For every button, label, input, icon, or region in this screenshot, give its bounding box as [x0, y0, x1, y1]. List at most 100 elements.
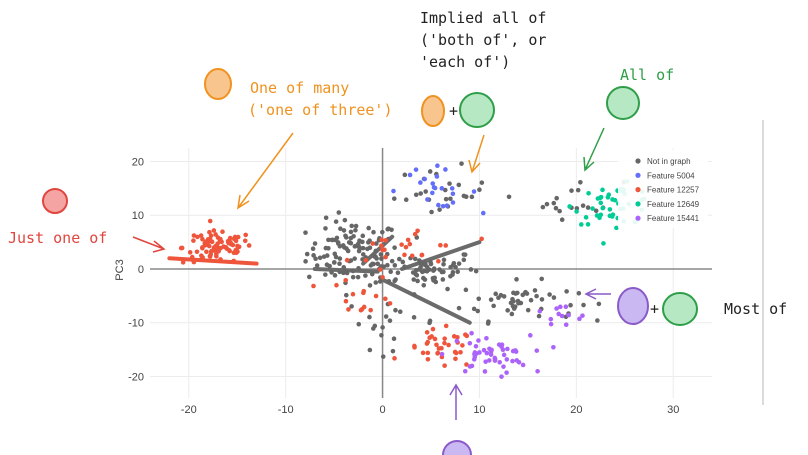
data-point	[439, 186, 445, 191]
data-point	[450, 269, 456, 275]
orange-arrow	[237, 132, 294, 210]
data-point	[231, 258, 237, 264]
data-point	[380, 275, 385, 280]
data-point	[563, 322, 569, 328]
data-point	[418, 191, 424, 196]
data-point	[610, 212, 616, 217]
data-point	[449, 186, 455, 191]
most-of-annotation: + Most of	[584, 287, 787, 326]
data-point	[489, 347, 494, 353]
data-point	[528, 333, 533, 338]
data-point	[178, 245, 184, 251]
data-point	[371, 229, 376, 235]
data-point	[432, 275, 438, 281]
data-point	[480, 210, 486, 216]
data-point	[440, 203, 446, 209]
data-point	[391, 336, 397, 342]
data-point	[525, 307, 531, 313]
data-point	[486, 358, 492, 363]
y-tick-label: -20	[128, 371, 144, 383]
legend-entry: Not in graph	[647, 157, 691, 166]
data-point	[414, 272, 420, 278]
data-point	[551, 344, 556, 350]
data-point	[334, 282, 339, 288]
data-point	[311, 283, 316, 289]
data-point	[246, 243, 252, 248]
x-tick-label: 30	[667, 404, 679, 416]
data-point	[386, 226, 391, 231]
data-point	[499, 374, 504, 379]
data-point	[323, 226, 328, 231]
data-point	[367, 283, 373, 288]
data-point	[392, 263, 398, 268]
data-point	[313, 256, 318, 262]
green-feature-circle	[459, 92, 495, 128]
data-point	[431, 185, 437, 190]
data-point	[392, 278, 397, 284]
legend-entry: Feature 15441	[647, 214, 700, 223]
data-point	[564, 289, 569, 294]
data-point	[488, 297, 494, 302]
data-point	[353, 223, 359, 229]
data-point	[513, 349, 519, 354]
data-point	[501, 364, 506, 369]
data-point	[534, 293, 539, 299]
data-point	[385, 262, 390, 268]
data-point	[207, 218, 213, 224]
data-point	[370, 326, 376, 331]
data-point	[484, 350, 490, 356]
data-point	[191, 259, 197, 265]
data-point	[580, 203, 586, 208]
data-point	[191, 233, 197, 238]
data-point	[191, 238, 196, 243]
data-point	[423, 189, 429, 194]
data-point	[409, 253, 415, 259]
data-point	[433, 279, 439, 285]
red-feature-circle	[42, 188, 68, 214]
data-point	[235, 243, 240, 249]
data-point	[407, 172, 413, 178]
data-point	[312, 241, 318, 246]
data-point	[453, 356, 458, 362]
data-point	[479, 180, 485, 185]
data-point	[580, 313, 585, 318]
data-point	[461, 193, 467, 199]
data-point	[396, 256, 402, 262]
data-point	[443, 167, 448, 172]
data-point	[337, 243, 343, 249]
dense-line	[380, 277, 472, 325]
data-point	[479, 236, 484, 242]
data-point	[551, 200, 557, 206]
data-point	[207, 254, 213, 259]
data-point	[563, 304, 569, 309]
orange-arrow-2	[468, 134, 485, 174]
data-point	[424, 264, 430, 270]
data-point	[578, 179, 583, 185]
y-tick-label: 20	[132, 156, 144, 168]
data-point	[310, 246, 316, 251]
data-point	[447, 181, 452, 186]
data-point	[520, 362, 526, 368]
data-point	[368, 307, 373, 313]
data-point	[559, 313, 565, 319]
data-point	[314, 263, 320, 268]
data-point	[536, 313, 542, 319]
data-point	[199, 257, 204, 262]
data-point	[382, 247, 387, 253]
data-point	[453, 350, 459, 356]
data-point	[460, 343, 465, 348]
data-point	[243, 232, 249, 238]
data-point	[534, 348, 540, 353]
data-point	[434, 174, 440, 179]
data-point	[425, 197, 430, 202]
data-point	[436, 258, 441, 264]
data-point	[324, 262, 330, 268]
data-point	[463, 287, 469, 293]
data-point	[600, 205, 606, 211]
legend: Not in graph Feature 5004 Feature 12257 Fea…	[618, 150, 708, 228]
red-arrow	[132, 236, 166, 253]
data-point	[578, 222, 584, 227]
data-point	[413, 192, 419, 198]
data-point	[402, 252, 407, 258]
